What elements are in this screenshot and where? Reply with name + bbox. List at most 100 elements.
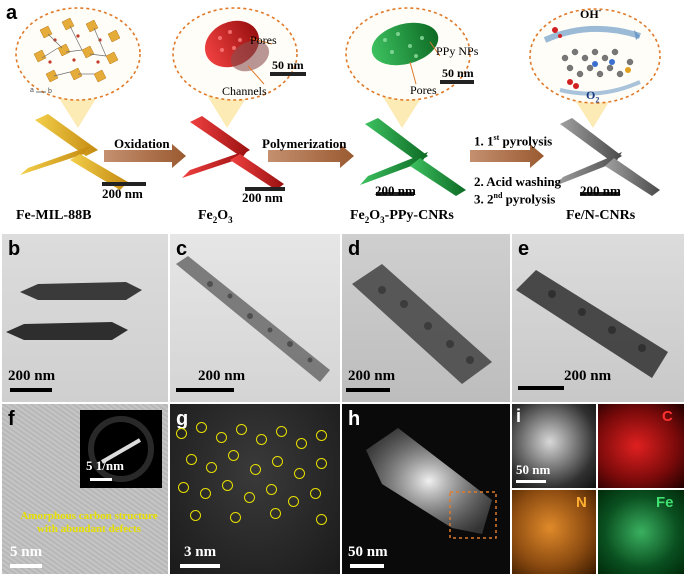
panel-f-label: f [8, 408, 15, 430]
scalebar-a2 [245, 187, 285, 191]
fe-atom-circle [296, 438, 307, 449]
arrow-polymerization [268, 144, 354, 168]
panel-i-map-c: C [598, 404, 684, 488]
scalebar-a4 [580, 192, 620, 196]
panel-i-map-fe: Fe [598, 490, 684, 574]
step3-scale: 200 nm [375, 183, 416, 198]
step1-scale: 200 nm [102, 186, 143, 201]
bubble4-oh: OH- [580, 6, 602, 21]
panel-g: g 3 nm [170, 404, 340, 574]
panel-i-map-n: N [512, 490, 596, 574]
scalebar-a1 [102, 182, 146, 186]
saed-inset: 5 1/nm [80, 410, 162, 488]
map-n-label: N [576, 494, 587, 511]
fe-atom-circle [178, 482, 189, 493]
scalebar-i [516, 480, 546, 483]
funnel-1 [55, 92, 100, 128]
panel-e-label: e [518, 238, 530, 260]
panel-d: d 200 nm [342, 234, 510, 402]
bubble4-o2: O2 [586, 88, 600, 105]
fe-atom-circle [266, 484, 277, 495]
rod-c [176, 256, 330, 382]
step4-name: Fe/N-CNRs [566, 208, 636, 223]
fe-atom-circle [196, 422, 207, 433]
fe-atom-circle [190, 510, 201, 521]
step2-scale: 200 nm [242, 190, 283, 205]
bubble2-scale: 50 nm [272, 58, 304, 72]
rod-b-2 [6, 322, 128, 340]
fe-atom-circle [250, 464, 261, 475]
fe-atom-circle [222, 480, 233, 491]
bubble2-channels: Channels [222, 84, 267, 98]
arrow-acid-label: 2. Acid washing [474, 174, 562, 189]
map-c-label: C [662, 408, 673, 425]
panel-c-scale: 200 nm [198, 368, 246, 384]
arrow-pyrolysis1-label: 1. 1st pyrolysis [474, 133, 553, 149]
graphene-closeup [543, 25, 641, 96]
panel-i-haadf: i 50 nm [512, 404, 596, 488]
fe-atom-circle [272, 456, 283, 467]
panel-h-label: h [348, 408, 361, 430]
fe-atom-circle [216, 432, 227, 443]
panel-b-label: b [8, 238, 21, 260]
panel-g-label: g [176, 408, 189, 430]
fe-atom-circle [228, 450, 239, 461]
panel-b: b 200 nm [2, 234, 168, 402]
panel-f-scale: 5 nm [10, 544, 43, 560]
scalebar-g [180, 564, 220, 568]
panel-h-scale: 50 nm [348, 544, 388, 560]
panel-f-note: Amorphous carbon structure with abundant… [20, 510, 158, 535]
fe-atom-circle [186, 454, 197, 465]
funnel-2 [205, 92, 250, 128]
scalebar-f [10, 564, 42, 568]
scalebar-a3 [376, 192, 414, 196]
arrow-pyrolysis [470, 144, 544, 168]
panel-f-inset-scale: 5 1/nm [86, 458, 124, 473]
step1-name: Fe-MIL-88B [16, 208, 92, 223]
bubble2-pores: Pores [250, 33, 277, 47]
panel-c-label: c [176, 238, 188, 260]
scalebar-h [350, 564, 384, 568]
rod-b-1 [20, 282, 142, 300]
ppy-rod-closeup [371, 22, 474, 85]
fe-atom-circle [256, 434, 267, 445]
svg-text:a: a [30, 87, 34, 94]
fe-atom-circle [288, 496, 299, 507]
particle-haadf [366, 428, 492, 534]
fe-atom-circle [230, 512, 241, 523]
fe-atom-circle [276, 426, 287, 437]
fe-mil-88b-rods [20, 114, 128, 190]
panel-g-scale: 3 nm [184, 544, 217, 560]
fe-atom-circle [270, 508, 281, 519]
mapping-region-box [449, 491, 497, 539]
fe2o3-rod-closeup [204, 20, 306, 85]
fe2o3-rods [182, 116, 284, 190]
arrow-pyrolysis2-label: 3. 2nd pyrolysis [474, 191, 556, 207]
rod-d [352, 264, 492, 384]
fe-atom-circle [316, 458, 327, 469]
arrow-polymerization-label: Polymerization [262, 136, 347, 151]
fe-atom-circle [316, 430, 327, 441]
fe-atom-circle [316, 514, 327, 525]
bubble3-pores: Pores [410, 83, 437, 97]
panel-d-label: d [348, 238, 361, 260]
scalebar-c [176, 388, 234, 392]
step3-name: Fe2O3-PPy-CNRs [350, 208, 454, 225]
fe-atom-circle [310, 488, 321, 499]
panel-i-label: i [516, 406, 522, 426]
panel-f: 5 1/nm f Amorphous carbon structure with… [2, 404, 168, 574]
panel-a-label: a [6, 2, 18, 24]
fe-atom-circle [244, 492, 255, 503]
scalebar-d [346, 388, 390, 392]
panel-i-scale: 50 nm [516, 462, 551, 477]
step4-scale: 200 nm [580, 183, 621, 198]
fe-atom-circle [294, 468, 305, 479]
bubble3-ppy: PPy NPs [436, 44, 479, 58]
step2-name: Fe2O3 [198, 208, 233, 225]
ppy-cnr-rods [360, 118, 466, 196]
funnel-3 [380, 92, 425, 128]
panel-a-schematic: a b [15, 7, 661, 196]
panel-e: e 200 nm [512, 234, 684, 402]
bubble3-scale: 50 nm [442, 66, 474, 80]
